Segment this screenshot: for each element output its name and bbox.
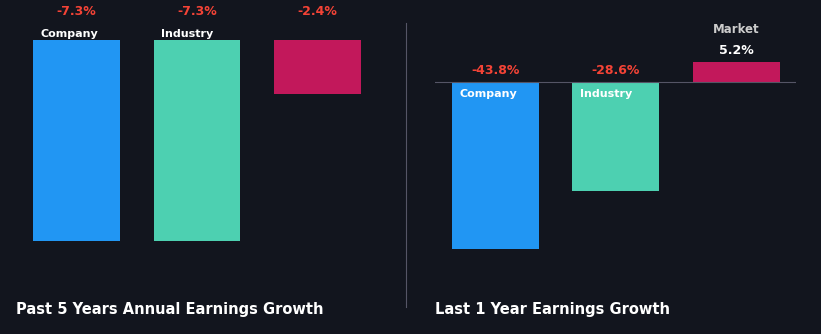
Text: Last 1 Year Earnings Growth: Last 1 Year Earnings Growth	[435, 302, 670, 317]
Bar	[34, 22, 120, 241]
Bar	[452, 81, 539, 249]
Text: Industry: Industry	[580, 89, 632, 99]
Text: Market: Market	[713, 23, 759, 36]
Text: -7.3%: -7.3%	[177, 5, 217, 18]
Text: -43.8%: -43.8%	[471, 64, 520, 77]
Text: Past 5 Years Annual Earnings Growth: Past 5 Years Annual Earnings Growth	[16, 302, 324, 317]
Text: -28.6%: -28.6%	[592, 64, 640, 77]
Text: 5.2%: 5.2%	[719, 44, 754, 57]
Text: Company: Company	[40, 29, 99, 39]
Bar	[274, 22, 360, 94]
Text: -7.3%: -7.3%	[57, 5, 97, 18]
Text: Industry: Industry	[161, 29, 213, 39]
Text: Company: Company	[459, 89, 517, 99]
Bar	[154, 22, 241, 241]
Bar	[693, 62, 779, 81]
Text: -2.4%: -2.4%	[297, 5, 337, 18]
Bar	[572, 81, 659, 191]
